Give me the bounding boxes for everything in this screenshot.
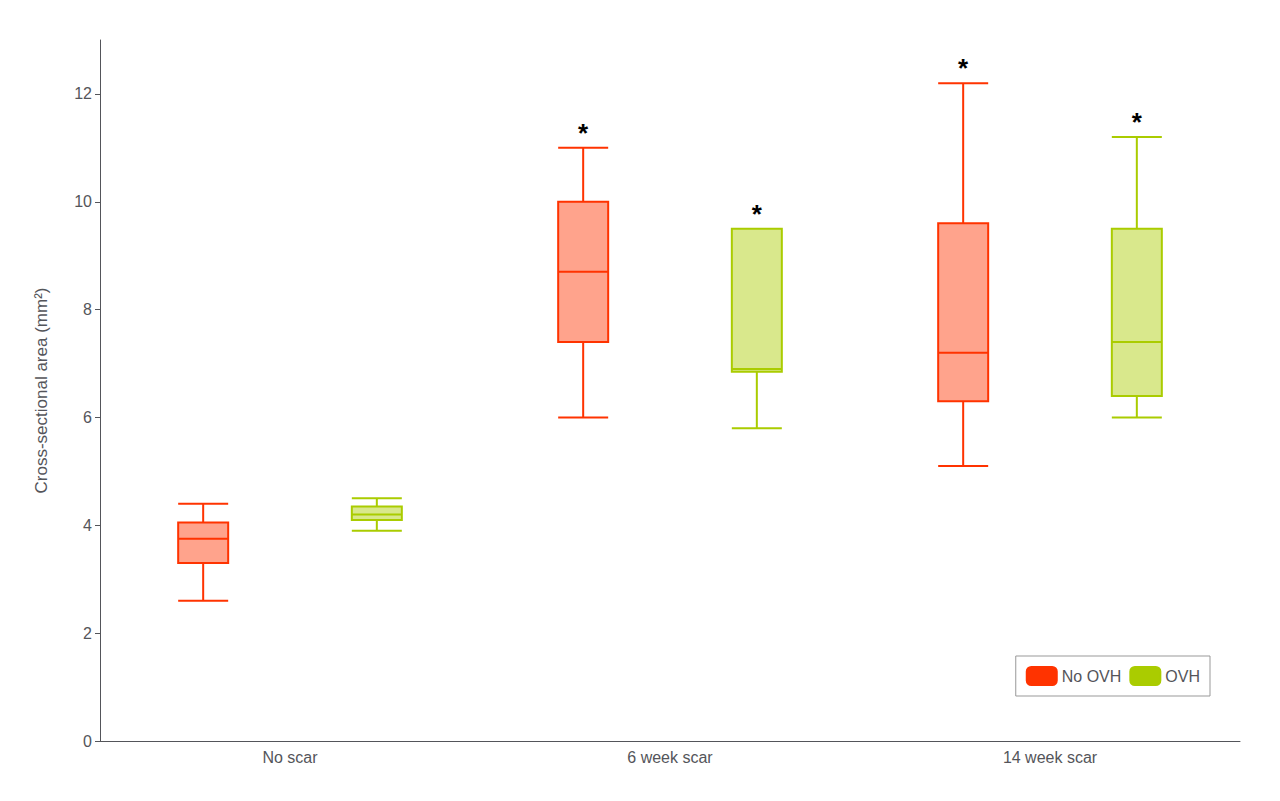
svg-text:*: * xyxy=(958,53,969,83)
svg-text:10: 10 xyxy=(74,193,92,210)
svg-text:*: * xyxy=(578,118,589,148)
svg-text:No scar: No scar xyxy=(262,749,318,766)
svg-text:No OVH: No OVH xyxy=(1062,668,1122,685)
svg-text:2: 2 xyxy=(83,625,92,642)
svg-text:4: 4 xyxy=(83,517,92,534)
svg-text:6: 6 xyxy=(83,409,92,426)
svg-text:6 week scar: 6 week scar xyxy=(627,749,713,766)
svg-text:Cross-sectional area (mm²): Cross-sectional area (mm²) xyxy=(32,288,51,494)
svg-text:14 week scar: 14 week scar xyxy=(1003,749,1098,766)
svg-text:*: * xyxy=(752,199,763,229)
svg-text:12: 12 xyxy=(74,85,92,102)
svg-text:*: * xyxy=(1132,107,1143,137)
svg-text:0: 0 xyxy=(83,733,92,750)
svg-text:8: 8 xyxy=(83,301,92,318)
svg-text:OVH: OVH xyxy=(1165,668,1200,685)
